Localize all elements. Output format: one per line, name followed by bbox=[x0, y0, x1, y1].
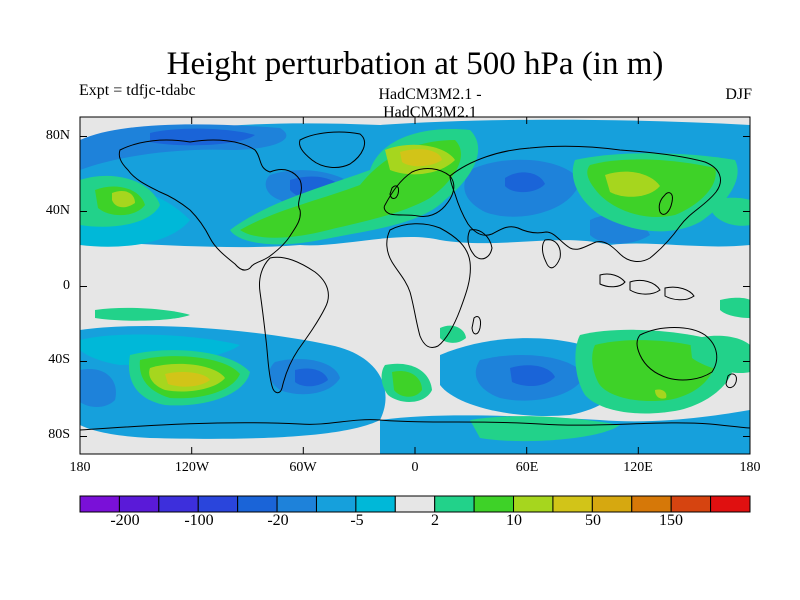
colorbar bbox=[79, 495, 751, 513]
colorbar-swatch bbox=[237, 495, 278, 513]
coastline bbox=[259, 256, 329, 394]
anomaly-contour-region bbox=[80, 369, 116, 407]
coastline bbox=[389, 185, 399, 199]
axis-ticks bbox=[79, 117, 751, 454]
coastline bbox=[386, 223, 471, 349]
lon-label-60w: 60W bbox=[289, 460, 317, 475]
coastline bbox=[636, 327, 718, 381]
season-label: DJF bbox=[725, 86, 752, 103]
colorbar-swatch bbox=[473, 495, 515, 513]
colorbar-swatch bbox=[394, 495, 436, 513]
colorbar-swatch bbox=[355, 495, 396, 513]
coastline bbox=[725, 373, 737, 389]
colorbar-swatch bbox=[631, 495, 672, 513]
coastline bbox=[542, 239, 561, 269]
chart-title: Height perturbation at 500 hPa (in m) bbox=[166, 46, 664, 82]
lat-label-40s: 40S bbox=[48, 352, 70, 367]
height-anomaly-field bbox=[80, 117, 750, 454]
colorbar-label: -200 bbox=[110, 512, 140, 529]
colorbar-swatch bbox=[79, 495, 120, 513]
colorbar-swatch bbox=[434, 495, 475, 513]
coastline bbox=[471, 315, 481, 335]
anomaly-contour-region bbox=[712, 197, 750, 226]
lat-label-80s: 80S bbox=[48, 427, 70, 442]
anomaly-contour-region bbox=[392, 370, 422, 397]
colorbar-label: -5 bbox=[350, 512, 364, 529]
coastline bbox=[80, 419, 750, 454]
anomaly-contour-region bbox=[112, 191, 135, 208]
colorbar-label: 150 bbox=[659, 512, 683, 529]
anomaly-contour-region bbox=[690, 335, 750, 374]
anomaly-contour-region bbox=[720, 297, 750, 318]
coastline bbox=[118, 139, 302, 271]
anomaly-contour-region bbox=[400, 149, 442, 167]
coastline bbox=[664, 286, 695, 301]
colorbar-label: -20 bbox=[267, 512, 289, 529]
anomaly-contour-region bbox=[592, 340, 716, 402]
colorbar-label: 50 bbox=[585, 512, 601, 529]
coastline bbox=[383, 168, 455, 217]
coastline bbox=[299, 131, 365, 168]
lon-label-120e: 120E bbox=[623, 460, 653, 475]
lon-label-180e: 180 bbox=[739, 460, 761, 475]
lat-label-80n: 80N bbox=[45, 128, 70, 143]
coastline bbox=[629, 279, 661, 295]
anomaly-contour-region bbox=[295, 368, 328, 387]
anomaly-contour-region bbox=[95, 307, 190, 321]
anomaly-contour-region bbox=[510, 365, 555, 387]
anomaly-contour-region bbox=[605, 171, 660, 197]
anomaly-contour-region bbox=[655, 389, 667, 399]
colorbar-swatch bbox=[118, 495, 160, 513]
colorbar-swatch bbox=[670, 495, 712, 513]
coastline bbox=[599, 273, 626, 288]
anomaly-contour-region bbox=[440, 325, 466, 343]
colorbar-swatch bbox=[591, 495, 633, 513]
colorbar-swatch bbox=[158, 495, 199, 513]
lon-label-0: 0 bbox=[411, 460, 419, 475]
lon-label-60e: 60E bbox=[515, 460, 539, 475]
colorbar-swatch bbox=[197, 495, 239, 513]
colorbar-swatch bbox=[710, 495, 751, 513]
coastline bbox=[658, 192, 673, 215]
colorbar-swatch bbox=[276, 495, 317, 513]
lat-label-eq: 0 bbox=[63, 278, 70, 293]
coastlines bbox=[80, 131, 750, 454]
colorbar-swatch bbox=[513, 495, 554, 513]
colorbar-swatch bbox=[315, 495, 357, 513]
colorbar-label: 2 bbox=[431, 512, 439, 529]
anomaly-contour-region bbox=[165, 372, 210, 387]
lon-label-180w: 180 bbox=[69, 460, 91, 475]
colorbar-swatch bbox=[552, 495, 593, 513]
colorbar-label: -100 bbox=[184, 512, 214, 529]
coastline bbox=[467, 229, 493, 260]
lat-label-40n: 40N bbox=[45, 203, 70, 218]
lon-label-120w: 120W bbox=[174, 460, 210, 475]
colorbar-label: 10 bbox=[506, 512, 522, 529]
coastline bbox=[449, 145, 721, 262]
anomaly-contour-region bbox=[505, 172, 545, 193]
experiment-label: Expt = tdfjc-tdabc bbox=[79, 82, 196, 99]
